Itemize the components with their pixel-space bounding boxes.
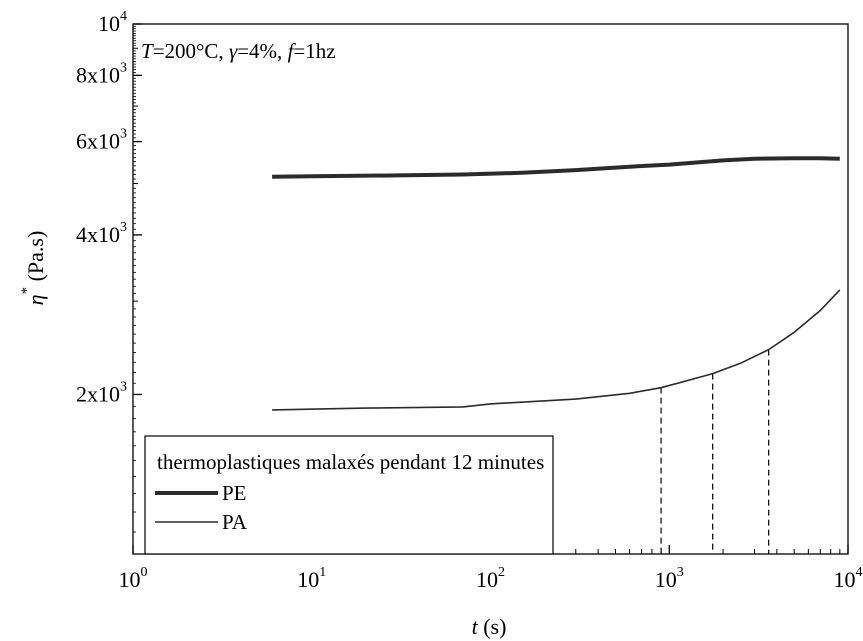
x-tick-label: 102 [476, 565, 505, 592]
y-tick-label: 6x103 [76, 127, 127, 154]
x-axis-title: t (s) [472, 614, 507, 639]
y-axis-title: η* (Pa.s) [19, 231, 48, 306]
y-tick-label: 104 [98, 9, 127, 36]
x-tick-label: 100 [119, 565, 148, 592]
series-lines [272, 156, 841, 411]
x-tick-label: 103 [655, 565, 684, 592]
x-tick-label: 104 [834, 565, 863, 592]
legend-label-pa: PA [222, 510, 248, 534]
y-tick-label: 2x103 [76, 379, 127, 406]
series-pe-line [272, 156, 840, 179]
x-tick-label: 101 [297, 565, 326, 592]
y-tick-labels: 2x103 4x103 6x103 8x103 104 [76, 9, 127, 406]
y-tick-label: 4x103 [76, 220, 127, 247]
conditions-annotation: T=200°C, γ=4%, f=1hz [141, 39, 336, 63]
x-tick-labels: 100 101 102 103 104 [119, 565, 863, 592]
legend: thermoplastiques malaxés pendant 12 minu… [144, 435, 554, 555]
reference-lines [660, 349, 770, 554]
legend-label-pe: PE [222, 481, 247, 505]
series-pa-line [272, 289, 841, 411]
legend-box [144, 435, 554, 555]
y-tick-label: 8x103 [76, 60, 127, 87]
legend-title: thermoplastiques malaxés pendant 12 minu… [157, 450, 544, 474]
